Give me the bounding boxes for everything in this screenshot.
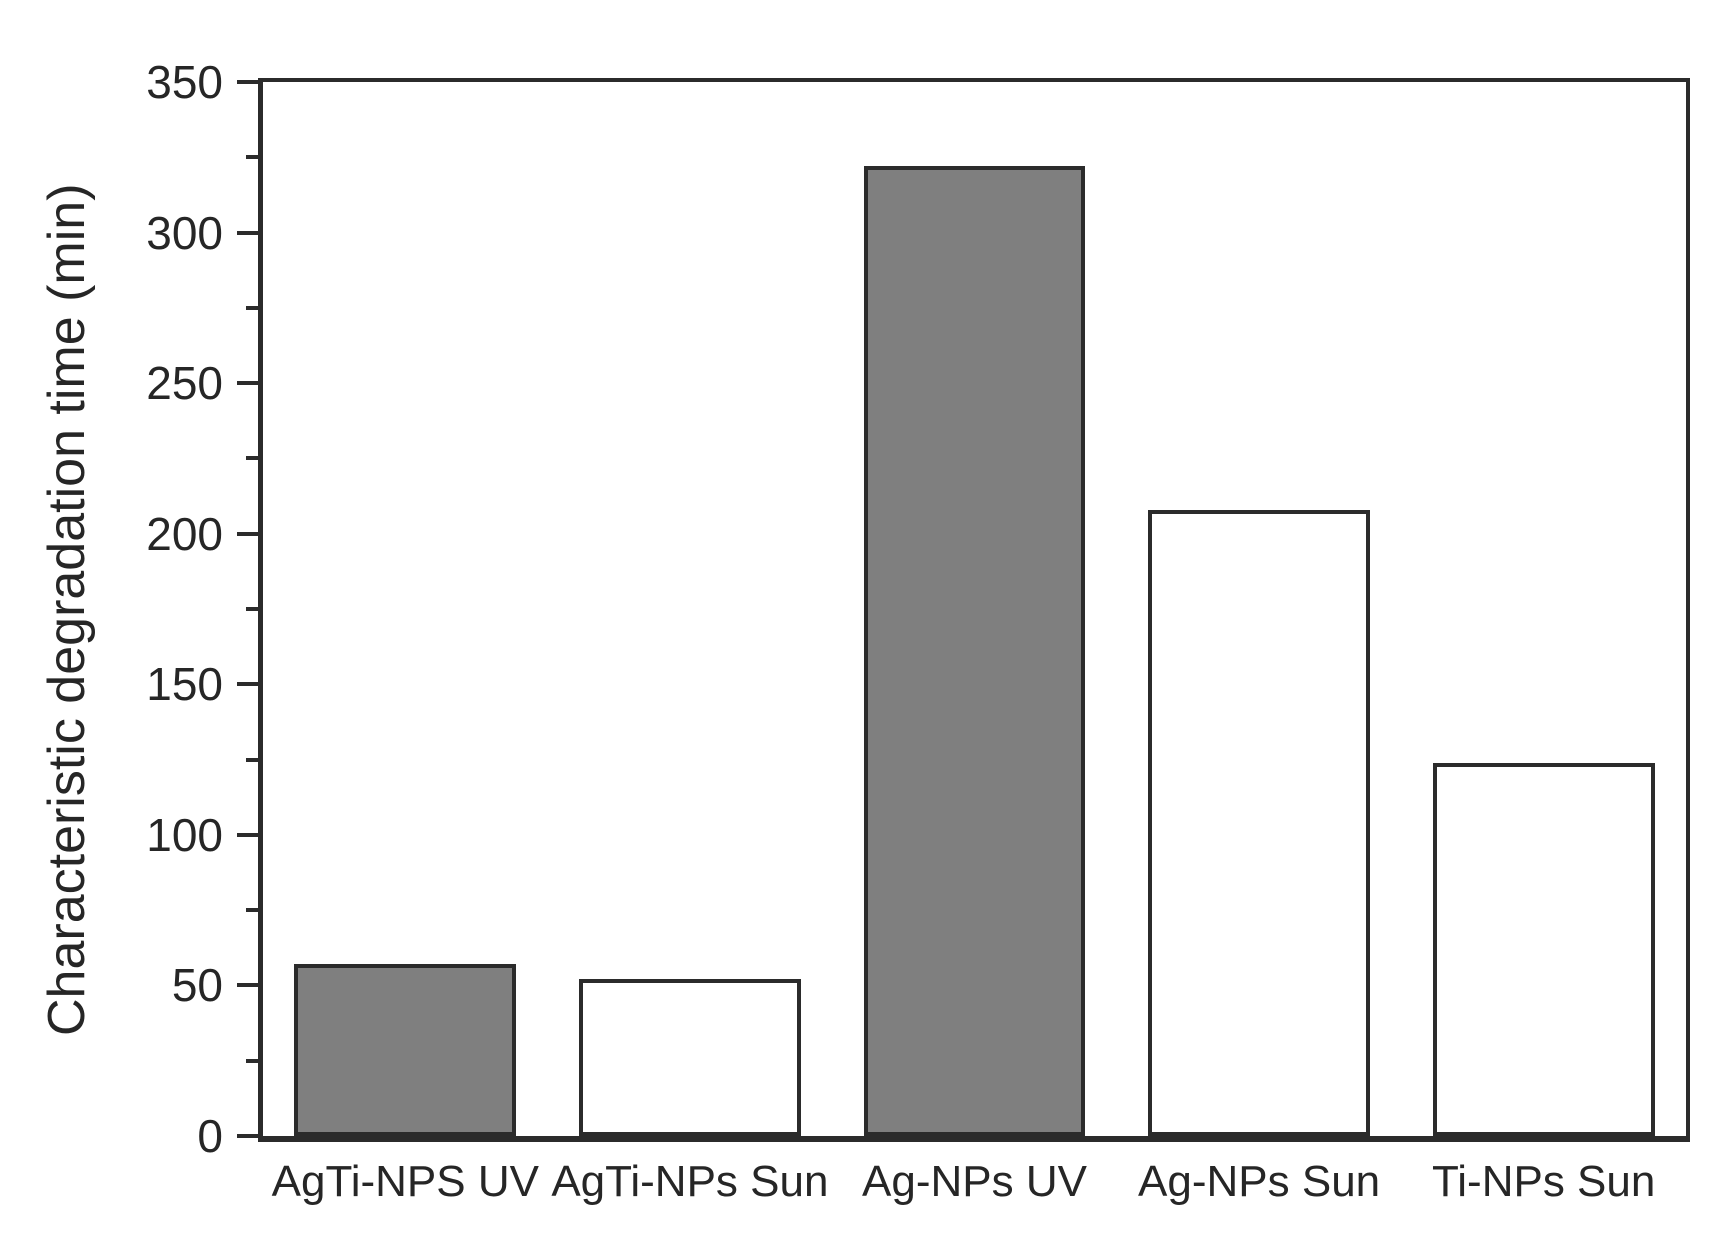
y-axis-minor-tick	[246, 1058, 258, 1063]
bar	[1432, 762, 1655, 1136]
x-category-label: Ti-NPs Sun	[1432, 1157, 1656, 1206]
y-axis-major-tick	[237, 1134, 258, 1138]
y-axis-tick-label: 0	[197, 1110, 223, 1162]
y-axis-minor-tick	[246, 908, 258, 913]
y-axis-tick-label: 250	[146, 357, 223, 410]
x-category-label: AgTi-NPS UV	[271, 1157, 539, 1206]
y-axis-minor-tick	[246, 155, 258, 160]
y-axis-tick-label: 100	[146, 808, 223, 861]
x-category-label: Ag-NPs Sun	[1138, 1157, 1381, 1206]
y-axis-minor-tick	[246, 607, 258, 611]
y-axis-tick-label: 150	[146, 658, 223, 711]
plot-area: 0 50 100 150 200 250 300 350 AgTi-NPS UV AgTi-NPs…	[146, 59, 1690, 1206]
y-axis-major-tick	[237, 983, 258, 988]
y-axis-minor-tick	[246, 456, 258, 461]
y-axis-minor-tick	[246, 305, 258, 310]
bar	[863, 166, 1086, 1136]
y-axis-title: Characteristic degradation time (min)	[38, 183, 96, 1037]
y-axis-tick-label: 350	[146, 56, 223, 108]
y-axis-major-tick	[237, 682, 258, 687]
y-axis-major-tick	[237, 832, 258, 837]
y-axis-tick-label: 200	[146, 507, 223, 560]
y-axis-major-tick	[237, 230, 258, 235]
y-axis-major-tick	[237, 80, 258, 84]
bar	[294, 964, 517, 1136]
y-axis-tick-label: 300	[146, 206, 223, 259]
bar	[578, 979, 801, 1136]
y-axis-major-tick	[237, 381, 258, 386]
bar	[1148, 509, 1371, 1136]
y-axis-tick-label: 50	[171, 959, 223, 1012]
x-category-label: AgTi-NPs Sun	[551, 1157, 829, 1206]
y-axis-major-tick	[237, 531, 258, 536]
x-category-label: Ag-NPs UV	[862, 1157, 1087, 1206]
y-axis-minor-tick	[246, 757, 258, 762]
